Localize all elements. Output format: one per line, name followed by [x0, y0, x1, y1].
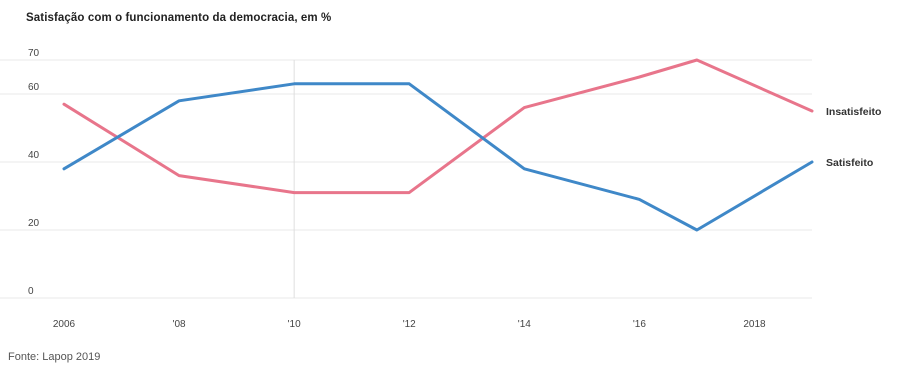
y-tick-label: 20	[28, 218, 40, 229]
series-line-satisfeito	[62, 82, 814, 232]
x-tick-label: 2006	[53, 319, 76, 330]
x-tick-label: '14	[518, 319, 531, 330]
y-tick-label: 70	[28, 48, 40, 59]
y-tick-label: 0	[28, 286, 34, 297]
series-layer	[62, 58, 814, 232]
x-tick-label: '16	[633, 319, 646, 330]
series-label-satisfeito: Satisfeito	[826, 157, 873, 169]
series-labels: Insatisfeito Satisfeito	[826, 106, 881, 169]
x-tick-label: 2018	[743, 319, 766, 330]
grid-layer	[0, 59, 812, 299]
series-label-insatisfeito: Insatisfeito	[826, 106, 881, 118]
x-tick-label: '08	[173, 319, 186, 330]
x-tick-label: '10	[288, 319, 301, 330]
y-tick-label: 40	[28, 150, 40, 161]
line-chart: 0 20 40 60 70 2006 '08 '10 '12 '14 '16 2018 Insati…	[0, 48, 881, 330]
x-tick-label: '12	[403, 319, 416, 330]
chart-title: Satisfação com o funcionamento da democr…	[26, 12, 332, 24]
y-tick-label: 60	[28, 82, 40, 93]
series-line-insatisfeito	[62, 58, 814, 195]
source-note: Fonte: Lapop 2019	[8, 351, 101, 363]
x-axis-ticks: 2006 '08 '10 '12 '14 '16 2018	[53, 319, 766, 330]
y-axis-ticks: 0 20 40 60 70	[28, 48, 40, 297]
